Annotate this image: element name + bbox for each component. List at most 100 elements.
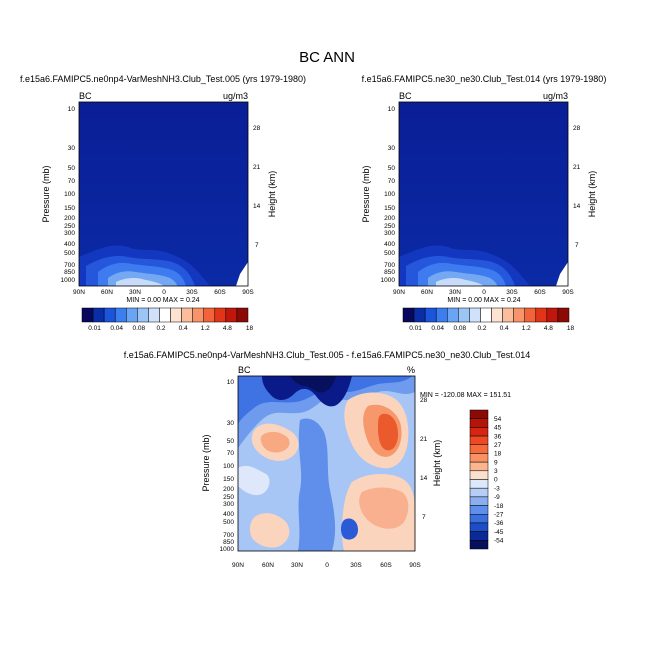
panel-b-colorbar-label: 4.8 <box>544 325 553 332</box>
panel-b-colorbar-label: 18 <box>567 325 575 332</box>
panel-c-neg-column <box>298 418 336 551</box>
panel-b-ytick: 1000 <box>381 277 396 284</box>
panel-a-colorbar-swatch <box>81 307 94 323</box>
panel-b-ytick: 30 <box>388 145 396 152</box>
panel-c-colorbar-label: 36 <box>494 433 502 440</box>
panel-a-htick: 14 <box>253 203 261 210</box>
panel-b-title: f.e15a6.FAMIPC5.ne30_ne30.Club_Test.014 … <box>362 74 607 84</box>
panel-a-xtick: 90S <box>242 289 254 296</box>
panel-c-field <box>238 376 415 551</box>
panel-c-ytick: 300 <box>223 501 234 508</box>
panel-a-colorbar-swatch <box>225 307 238 323</box>
panel-b-ylabel-right: Height (km) <box>587 171 597 218</box>
panel-c-ytick: 10 <box>227 379 235 386</box>
panel-b-height-ticks: 28 21 14 7 <box>573 125 581 249</box>
panel-c-y-ticks: 10 30 50 70 100 150 200 250 300 400 500 … <box>220 379 235 553</box>
panel-c-colorbar-label: -9 <box>494 494 500 501</box>
panel-b-colorbar-swatch <box>524 307 537 323</box>
panel-a-colorbar-label: 0.4 <box>179 325 188 332</box>
panel-a-ytick: 700 <box>64 262 75 269</box>
panel-b-minmax: MIN = 0.00 MAX = 0.24 <box>447 297 520 304</box>
panel-c-colorbar-swatch <box>469 522 489 532</box>
panel-a-colorbar-label: 4.8 <box>223 325 232 332</box>
panel-a-colorbar-swatch <box>203 307 216 323</box>
panel-c-colorbar-label: -54 <box>494 538 504 545</box>
panel-c-htick: 28 <box>420 397 428 404</box>
panel-b-colorbar-swatch <box>535 307 548 323</box>
panel-c-pos-right-3 <box>378 413 398 451</box>
panel-c-colorbar-swatch <box>469 531 489 541</box>
panel-a-xtick: 30S <box>186 289 198 296</box>
panel-b-ytick: 500 <box>384 250 395 257</box>
panel-c-htick: 14 <box>420 475 428 482</box>
panel-a-ytick: 10 <box>68 106 76 113</box>
panel-c-xtick: 30N <box>291 562 303 569</box>
panel-b-colorbar-swatch <box>413 307 426 323</box>
panel-a-ylabel-right: Height (km) <box>267 171 277 218</box>
panel-c-title: f.e15a6.FAMIPC5.ne0np4-VarMeshNH3.Club_T… <box>124 350 531 360</box>
panel-c-xtick: 90N <box>232 562 244 569</box>
panel-a-xtick: 60S <box>214 289 226 296</box>
panel-c-colorbar-label: -27 <box>494 511 504 518</box>
panel-c-ytick: 850 <box>223 539 234 546</box>
panel-c-ytick: 30 <box>227 420 235 427</box>
panel-a-ytick: 300 <box>64 230 75 237</box>
panel-b-xtick: 60S <box>534 289 546 296</box>
panel-a-htick: 28 <box>253 125 261 132</box>
panel-c-colorbar-swatch <box>469 479 489 489</box>
panel-c-htick: 7 <box>422 514 426 521</box>
panel-b-ytick: 50 <box>388 165 396 172</box>
panel-b-ylabel: Pressure (mb) <box>361 165 371 222</box>
panel-a-title: f.e15a6.FAMIPC5.ne0np4-VarMeshNH3.Club_T… <box>20 74 306 84</box>
panel-b-ytick: 200 <box>384 215 395 222</box>
panel-a-xtick: 90N <box>73 289 85 296</box>
panel-c-colorbar-swatch <box>469 435 489 445</box>
panel-a-colorbar-swatch <box>148 307 160 323</box>
panel-c-ytick: 700 <box>223 532 234 539</box>
panel-b-colorbar-label: 0.01 <box>409 325 422 332</box>
panel-c-colorbar-label: -45 <box>494 529 504 536</box>
panel-a-ytick: 50 <box>68 165 76 172</box>
panel-a-ytick: 30 <box>68 145 76 152</box>
panel-a-field <box>79 102 248 286</box>
panel-c-colorbar-swatch <box>469 496 489 506</box>
panel-b-colorbar-swatch <box>480 307 492 323</box>
panel-b-ytick: 10 <box>388 106 396 113</box>
panel-c-neg-core-2 <box>290 376 336 393</box>
panel-b-ytick: 100 <box>384 191 395 198</box>
panel-c-ytick: 100 <box>223 463 234 470</box>
panel-a-minmax: MIN = 0.00 MAX = 0.24 <box>126 297 199 304</box>
panel-a-ytick: 70 <box>68 178 76 185</box>
panel-c-colorbar-swatch <box>469 409 489 419</box>
panel-c-frame <box>237 375 416 552</box>
panel-a-xtick: 30N <box>129 289 141 296</box>
panel-a-colorbar-swatch <box>236 307 249 323</box>
panel-c-colorbar-swatch <box>469 444 489 454</box>
panel-a-x-ticks: 90N 60N 30N 0 30S 60S 90S <box>73 289 254 296</box>
panel-c-colorbar-swatch <box>469 505 489 515</box>
panel-c-pos-left-2 <box>260 431 290 453</box>
panel-b-colorbar-swatch <box>435 307 448 323</box>
panel-a-ytick: 500 <box>64 250 75 257</box>
panel-a-surface <box>236 262 248 286</box>
panel-b-colorbar-label: 0.2 <box>477 325 486 332</box>
panel-b-ytick: 70 <box>388 178 396 185</box>
panel-c-colorbar-label: 27 <box>494 442 502 449</box>
panel-b-colorbar-swatch <box>557 307 570 323</box>
panel-b-xtick: 90N <box>393 289 405 296</box>
panel-a-colorbar-label: 0.08 <box>133 325 146 332</box>
panel-a-ylabel: Pressure (mb) <box>41 165 51 222</box>
panel-b-colorbar: 0.01 0.04 0.08 0.2 0.4 1.2 4.8 18 <box>402 307 575 332</box>
panel-a-colorbar-swatch <box>92 307 105 323</box>
panel-a-ytick: 200 <box>64 215 75 222</box>
panel-c-colorbar-label: -36 <box>494 520 504 527</box>
panel-c-colorbar-swatch <box>469 461 489 472</box>
panel-c-ytick: 1000 <box>220 546 235 553</box>
panel-c-colorbar-label: 54 <box>494 416 502 423</box>
panel-b-htick: 28 <box>573 125 581 132</box>
panel-a-colorbar-label: 0.2 <box>156 325 165 332</box>
panel-a-contour-5 <box>116 278 164 286</box>
panel-b-xtick: 90S <box>562 289 574 296</box>
